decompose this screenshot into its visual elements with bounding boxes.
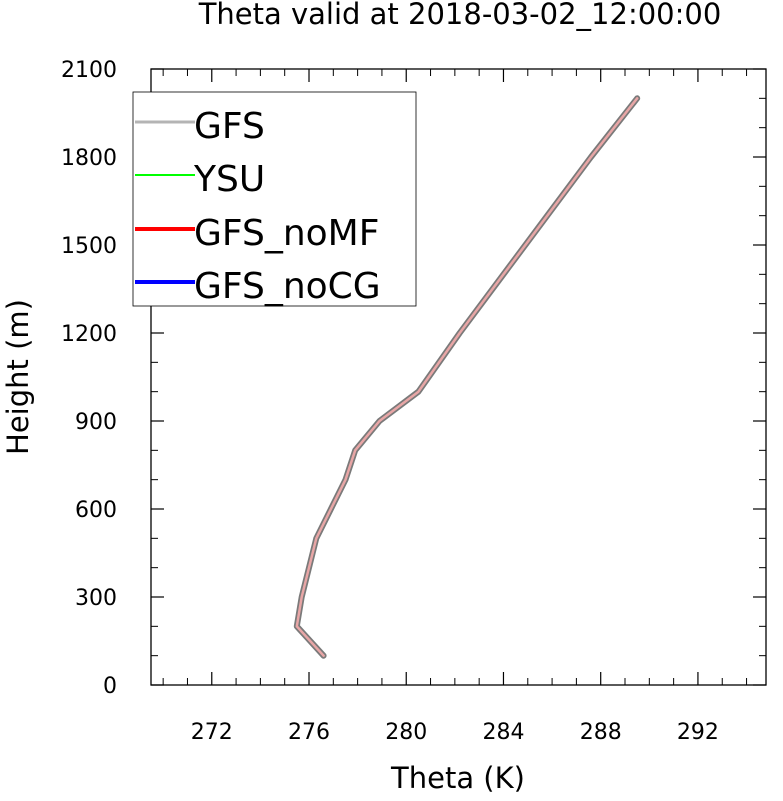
chart-title: Theta valid at 2018-03-02_12:00:00 <box>198 0 722 31</box>
y-tick-label: 300 <box>75 586 117 611</box>
legend-label-ysu: YSU <box>193 159 265 200</box>
legend: GFS YSU GFS_noMF GFS_noCG <box>132 91 417 307</box>
x-tick-labels: 272 276 280 284 288 292 <box>191 720 719 745</box>
y-tick-label: 600 <box>75 498 117 523</box>
y-tick-label: 1500 <box>61 234 117 259</box>
x-tick-label: 280 <box>385 720 427 745</box>
x-tick-label: 292 <box>677 720 719 745</box>
legend-items: GFS YSU GFS_noMF GFS_noCG <box>135 106 381 307</box>
data-curves <box>293 95 641 659</box>
y-tick-label: 900 <box>75 410 117 435</box>
plot-frame <box>150 68 767 686</box>
x-tick-label: 284 <box>482 720 524 745</box>
x-tick-label: 272 <box>191 720 233 745</box>
legend-label-gfs-nomf: GFS_noMF <box>194 213 379 254</box>
y-tick-label: 2100 <box>61 58 117 83</box>
legend-box <box>132 91 417 307</box>
x-tick-label: 276 <box>288 720 330 745</box>
y-tick-labels: 0 300 600 900 1200 1500 1800 2100 <box>61 58 117 699</box>
theta-curve-fill <box>295 97 639 657</box>
y-tick-label: 0 <box>103 674 117 699</box>
legend-label-gfs-nocg: GFS_noCG <box>194 266 381 307</box>
legend-label-gfs: GFS <box>194 106 265 147</box>
x-tick-label: 288 <box>580 720 622 745</box>
y-tick-label: 1800 <box>61 146 117 171</box>
x-axis-label: Theta (K) <box>390 761 525 795</box>
y-tick-label: 1200 <box>61 322 117 347</box>
y-axis-label: Height (m) <box>1 299 35 455</box>
